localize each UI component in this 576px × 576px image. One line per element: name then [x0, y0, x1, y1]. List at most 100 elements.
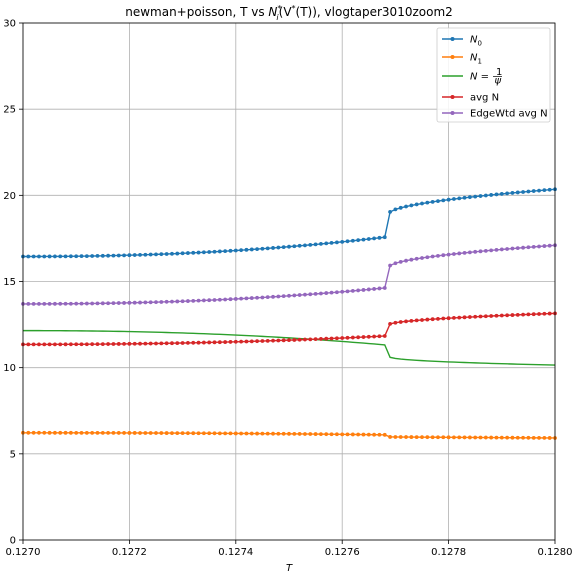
data-point-n0 [329, 241, 334, 245]
data-point-n1 [164, 431, 169, 435]
data-point-n1 [515, 435, 520, 440]
data-point-n1 [467, 435, 472, 440]
data-point-avgn [31, 342, 36, 347]
data-point-edgewtd [249, 296, 254, 300]
data-point-avgn [281, 338, 286, 343]
data-point-n0 [111, 253, 116, 258]
data-point-avgn [446, 316, 451, 321]
data-point-n0 [361, 237, 366, 242]
data-point-n0 [542, 188, 547, 193]
data-point-edgewtd [430, 254, 435, 259]
data-point-avgn [494, 313, 499, 318]
data-point-avgn [53, 342, 57, 347]
x-tick-label: 0.1278 [431, 547, 466, 558]
data-point-edgewtd [452, 252, 456, 256]
data-point-n1 [452, 435, 456, 440]
data-point-n0 [334, 240, 339, 245]
data-point-avgn [207, 340, 212, 345]
data-point-edgewtd [26, 302, 31, 306]
data-point-edgewtd [446, 252, 451, 257]
series-n1 [21, 430, 557, 440]
data-point-n1 [547, 436, 552, 440]
data-point-n0 [382, 235, 387, 240]
y-tick-label: 10 [3, 363, 16, 374]
data-point-n0 [430, 199, 435, 204]
data-point-n0 [170, 251, 174, 256]
data-point-n1 [116, 431, 121, 435]
data-point-avgn [170, 341, 174, 346]
data-point-edgewtd [53, 301, 57, 306]
data-point-edgewtd [239, 296, 244, 301]
data-point-n0 [132, 253, 137, 257]
data-point-n1 [191, 431, 196, 436]
data-point-n0 [297, 243, 302, 248]
data-point-n1 [505, 435, 510, 440]
legend-marker-n1 [450, 55, 455, 59]
data-point-n0 [457, 196, 462, 201]
data-point-n1 [404, 435, 408, 439]
data-point-n0 [441, 198, 446, 203]
data-point-edgewtd [106, 301, 111, 306]
x-tick-label: 0.1276 [325, 547, 360, 558]
chart-title: newman+poisson, T vs N* i(V*(T)), vlogtap… [125, 4, 453, 22]
y-tick-label: 30 [3, 19, 16, 30]
data-point-avgn [483, 314, 488, 319]
data-point-n0 [473, 194, 478, 199]
data-point-n1 [499, 435, 504, 440]
data-point-edgewtd [74, 301, 79, 306]
data-point-n1 [42, 430, 47, 435]
data-point-n1 [409, 435, 414, 439]
data-point-n0 [265, 246, 270, 251]
data-point-n1 [372, 432, 377, 437]
data-point-edgewtd [164, 299, 169, 304]
data-point-n1 [350, 432, 355, 437]
data-point-n0 [175, 251, 180, 256]
data-point-n0 [313, 242, 318, 247]
data-point-avgn [441, 316, 446, 321]
data-point-avgn [276, 338, 281, 343]
data-point-edgewtd [276, 294, 281, 299]
data-point-edgewtd [100, 301, 105, 306]
data-point-avgn [515, 312, 520, 317]
data-point-n1 [143, 431, 148, 435]
data-point-edgewtd [79, 301, 84, 306]
data-point-avgn [271, 338, 275, 343]
data-point-n1 [265, 431, 270, 436]
data-point-n0 [414, 202, 419, 207]
data-point-n0 [350, 238, 355, 243]
data-point-avgn [26, 342, 31, 347]
data-point-avgn [196, 340, 201, 345]
data-point-avgn [398, 320, 403, 324]
data-point-avgn [191, 340, 196, 345]
data-point-n0 [494, 192, 499, 197]
data-point-n1 [542, 436, 547, 440]
data-point-edgewtd [260, 295, 265, 300]
data-point-edgewtd [382, 286, 387, 290]
data-point-avgn [74, 342, 79, 347]
data-point-edgewtd [95, 301, 100, 306]
data-point-avgn [132, 341, 137, 346]
data-point-edgewtd [345, 289, 350, 294]
data-point-edgewtd [473, 249, 478, 254]
data-point-n1 [68, 430, 73, 435]
data-point-edgewtd [42, 301, 47, 306]
data-point-n1 [31, 430, 36, 435]
data-point-avgn [340, 336, 345, 340]
data-point-edgewtd [414, 256, 419, 261]
legend-marker-n0 [450, 37, 455, 41]
data-point-edgewtd [377, 286, 382, 291]
data-point-n1 [531, 435, 536, 440]
data-point-n1 [430, 435, 435, 440]
data-point-n0 [84, 254, 89, 258]
data-point-n0 [186, 251, 190, 255]
data-point-edgewtd [223, 297, 228, 302]
data-point-n0 [260, 246, 265, 251]
data-point-edgewtd [308, 292, 313, 297]
data-point-n0 [159, 252, 164, 257]
y-tick-label: 0 [10, 536, 16, 547]
series-layer [21, 187, 557, 440]
data-point-edgewtd [510, 246, 515, 251]
data-point-edgewtd [201, 298, 206, 303]
data-point-avgn [382, 334, 387, 338]
data-point-edgewtd [505, 247, 510, 251]
